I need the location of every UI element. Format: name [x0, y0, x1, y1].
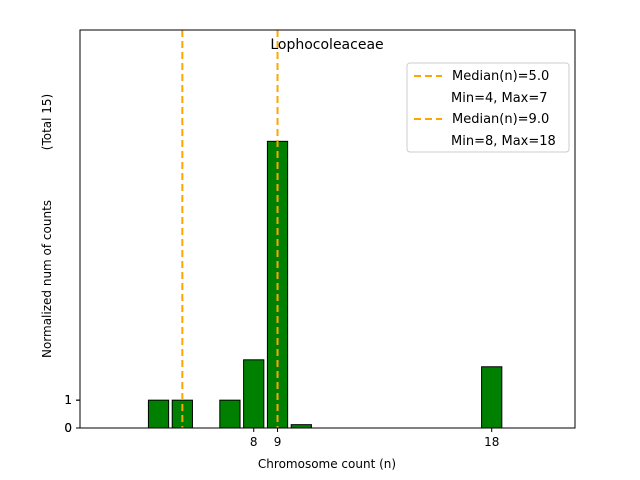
- legend-box: [406, 62, 570, 153]
- legend-range-1: Min=4, Max=7: [451, 91, 548, 106]
- legend-label-2: Median(n)=9.0: [452, 112, 549, 127]
- y-axis-label: Normalized num of counts: [40, 200, 54, 358]
- bar-10: [290, 424, 312, 429]
- bar-4: [147, 399, 170, 429]
- bar-7: [219, 399, 241, 429]
- y-tick-label: 1: [64, 393, 72, 407]
- x-ticks: 8 9 18: [250, 428, 499, 449]
- y-axis-note: (Total 15): [40, 94, 54, 150]
- bars-group: [147, 140, 503, 429]
- y-tick-label: 1: [64, 393, 72, 407]
- chart-title: Lophocoleaceae: [270, 37, 383, 53]
- legend: Median(n)=5.0 Min=4, Max=7 Median(n)=9.0…: [406, 62, 570, 153]
- bar-8: [243, 359, 265, 429]
- plot-frame: [79, 29, 576, 429]
- x-tick-label: 18: [484, 435, 499, 449]
- x-tick-label: 8: [250, 435, 258, 449]
- legend-range-2: Min=8, Max=18: [451, 134, 556, 149]
- x-axis-label: Chromosome count (n): [258, 457, 396, 471]
- x-tick-label: 9: [274, 435, 282, 449]
- median-lines-group: [181, 30, 279, 428]
- y-tick-label: 0: [64, 421, 72, 435]
- y-tick-label: 0: [64, 421, 72, 435]
- bar-18: [481, 366, 503, 429]
- legend-label-1: Median(n)=5.0: [452, 69, 549, 84]
